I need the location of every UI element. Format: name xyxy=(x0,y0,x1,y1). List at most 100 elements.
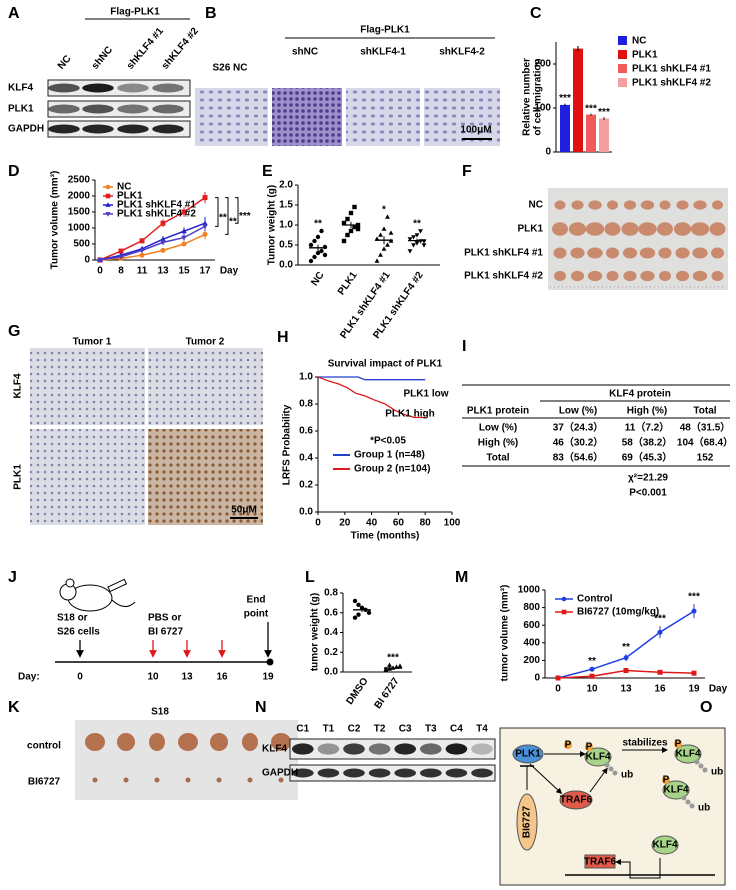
data-point xyxy=(160,247,166,253)
data-point xyxy=(202,231,208,237)
band xyxy=(343,743,365,755)
band xyxy=(117,124,149,134)
y-tick-label: 0 xyxy=(545,147,551,158)
data-point xyxy=(312,254,317,260)
row-label: GAPDH xyxy=(262,768,298,779)
band xyxy=(368,743,391,755)
legend-marker xyxy=(105,202,111,207)
table-header: Low (%) xyxy=(559,406,597,417)
node-label: BI6727 xyxy=(522,805,533,838)
tumor xyxy=(638,222,657,236)
lane-label: C1 xyxy=(296,724,309,735)
row-label: PLK1 shKLF4 #2 xyxy=(464,271,543,282)
tumor xyxy=(639,247,656,259)
panel-label: E xyxy=(262,163,273,180)
lane-label: T1 xyxy=(323,724,335,735)
data-point xyxy=(397,663,403,668)
band xyxy=(317,743,340,755)
micrograph xyxy=(148,348,263,425)
series-line xyxy=(99,196,206,261)
lane-label: C4 xyxy=(450,724,463,735)
timeline-day: 16 xyxy=(216,672,228,683)
y-tick-label: 0.5 xyxy=(279,240,293,251)
phospho xyxy=(662,776,670,784)
tumor xyxy=(149,733,165,751)
tumor xyxy=(554,200,566,210)
ubiquitin xyxy=(612,770,618,776)
row-label: GAPDH xyxy=(8,124,44,135)
band xyxy=(152,124,184,134)
tumor xyxy=(587,247,603,259)
data-point xyxy=(352,224,357,230)
legend-swatch xyxy=(618,64,627,73)
data-point xyxy=(411,235,416,240)
timeline-day: 0 xyxy=(77,672,83,683)
annotation: ** xyxy=(219,213,227,224)
data-point xyxy=(381,246,387,251)
lane-label: shKLF4 #2 xyxy=(160,25,201,71)
band xyxy=(343,768,365,778)
y-tick-label: 0 xyxy=(84,255,90,266)
y-tick-label: 0.0 xyxy=(299,507,313,518)
syringe xyxy=(107,578,128,593)
tumor xyxy=(640,270,655,282)
y-tick-label: 0.0 xyxy=(324,667,338,678)
tumor xyxy=(587,270,603,282)
tumor xyxy=(693,200,707,210)
band xyxy=(291,768,314,778)
chart-title: Survival impact of PLK1 xyxy=(328,359,443,370)
annotation: *** xyxy=(654,614,666,625)
data-point xyxy=(414,233,420,238)
data-point xyxy=(374,258,380,263)
panel-label: K xyxy=(8,699,20,716)
y-tick-label: 0.2 xyxy=(324,647,338,658)
x-tick-label: 16 xyxy=(654,684,666,695)
data-point xyxy=(139,252,145,258)
data-point xyxy=(139,248,145,254)
tumor xyxy=(271,733,291,751)
band xyxy=(82,124,114,134)
tumor xyxy=(659,200,671,210)
data-point xyxy=(315,250,321,256)
tumor xyxy=(216,777,222,783)
tumor xyxy=(658,247,672,259)
panel-label: H xyxy=(277,329,289,346)
row-label: PLK1 xyxy=(13,464,24,490)
table-cell: Low (%) xyxy=(479,423,517,434)
axis-label: Day: xyxy=(18,672,40,683)
x-tick-label: BI 6727 xyxy=(373,676,402,711)
data-point xyxy=(385,242,390,247)
annotation: PLK1 low xyxy=(403,389,448,400)
y-tick-label: 1.5 xyxy=(279,200,293,211)
legend-label: BI6727 (10mg/kg) xyxy=(577,607,659,618)
data-point xyxy=(348,210,354,216)
legend-swatch xyxy=(618,50,627,59)
y-tick-label: 1500 xyxy=(68,207,91,218)
table-cell: 37（24.3） xyxy=(553,421,604,434)
micrograph xyxy=(424,88,500,146)
band xyxy=(117,83,149,93)
blot xyxy=(289,738,496,760)
data-point xyxy=(160,240,166,246)
mouse-tail xyxy=(111,599,136,607)
tumor xyxy=(607,200,618,210)
y-tick-label: 400 xyxy=(523,637,540,648)
data-point xyxy=(691,670,697,676)
ubiquitin xyxy=(685,799,691,805)
data-point xyxy=(355,226,361,232)
micrograph xyxy=(195,88,268,146)
band xyxy=(471,768,493,778)
significance-bracket xyxy=(235,197,239,224)
x-tick-label: 13 xyxy=(620,684,632,695)
tumor xyxy=(554,270,566,282)
blot-header: Flag-PLK1 xyxy=(110,7,160,18)
node-label: P xyxy=(586,742,593,753)
ubiquitin xyxy=(689,803,695,809)
table-cell: 69（45.3） xyxy=(622,451,673,464)
panel-label: M xyxy=(455,569,468,586)
y-tick-label: 1000 xyxy=(518,585,541,596)
timeline-label: S26 cells xyxy=(57,627,100,638)
blot xyxy=(289,764,496,782)
data-point xyxy=(414,241,420,246)
data-point xyxy=(407,237,413,242)
